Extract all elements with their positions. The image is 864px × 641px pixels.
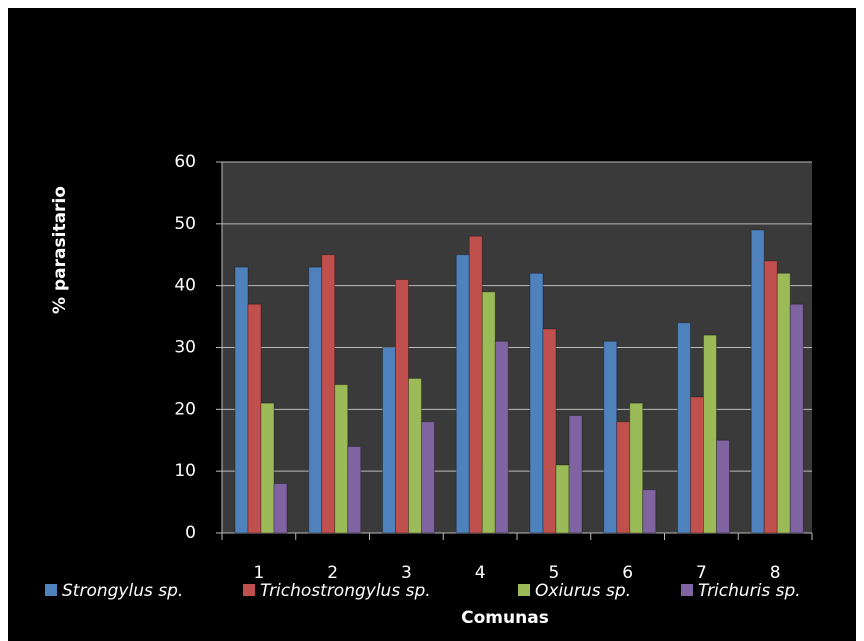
x-tick-label: 8: [770, 563, 781, 583]
bar: [494, 340, 509, 534]
legend-label: Oxiurus sp.: [535, 581, 631, 601]
legend-label: Trichostrongylus sp.: [260, 581, 431, 601]
bar: [455, 254, 470, 534]
bar: [789, 303, 804, 534]
bar: [247, 303, 262, 534]
y-tick-label: 30: [174, 338, 196, 358]
x-tick-label: 3: [401, 563, 412, 583]
y-tick-label: 20: [174, 399, 196, 419]
y-tick-label: 0: [185, 523, 196, 543]
bar: [568, 415, 583, 534]
bar: [273, 483, 288, 534]
bar: [382, 347, 396, 534]
bar: [750, 229, 765, 534]
legend-swatch: [681, 584, 693, 596]
legend-label: Strongylus sp.: [62, 581, 183, 601]
bar: [395, 278, 409, 534]
bar: [260, 402, 275, 534]
y-tick-label: 40: [174, 276, 196, 296]
bar: [542, 328, 557, 534]
x-tick-label: 4: [475, 563, 486, 583]
bar: [616, 421, 631, 534]
x-axis-label: Comunas: [461, 608, 549, 628]
x-tick-label: 5: [548, 563, 559, 583]
bar: [555, 464, 570, 534]
legend-swatch: [243, 584, 255, 596]
y-tick-label: 10: [174, 461, 196, 481]
bar: [603, 340, 618, 534]
x-tick-label: 1: [253, 563, 264, 583]
y-axis-label: % parasitario: [50, 186, 70, 314]
y-tick-label: 50: [174, 214, 196, 234]
bar: [321, 254, 336, 534]
bar: [703, 334, 717, 534]
legend-swatch: [45, 584, 57, 596]
bar: [308, 266, 323, 534]
y-tick-label: 60: [174, 152, 196, 172]
bar: [763, 260, 778, 534]
bar: [642, 489, 657, 534]
bar: [690, 396, 704, 534]
x-tick-label: 7: [696, 563, 707, 583]
bar: [347, 445, 362, 534]
bar: [481, 291, 496, 534]
bar: [421, 421, 435, 534]
bar: [408, 377, 422, 534]
x-tick-label: 2: [327, 563, 338, 583]
bar: [468, 235, 483, 534]
bar: [716, 439, 730, 534]
bar: [677, 322, 691, 534]
bar: [334, 384, 349, 534]
bar: [529, 272, 544, 534]
legend-label: Trichuris sp.: [698, 581, 801, 601]
bar: [629, 402, 644, 534]
legend-swatch: [518, 584, 530, 596]
bar: [776, 272, 791, 534]
bar: [234, 266, 249, 534]
x-tick-label: 6: [622, 563, 633, 583]
